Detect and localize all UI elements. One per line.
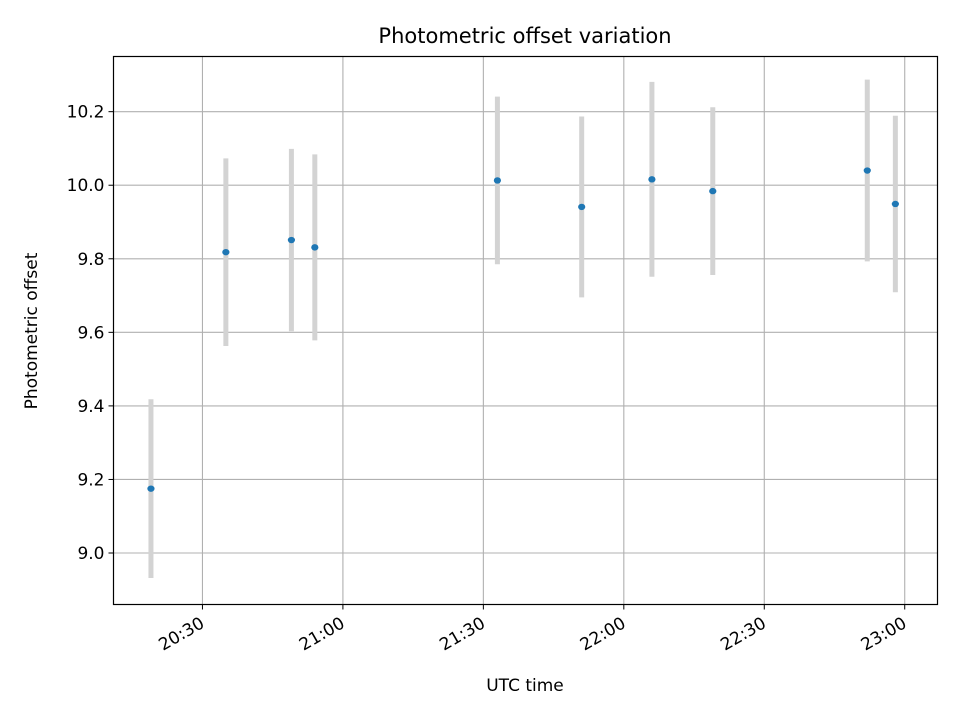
data-point xyxy=(891,200,899,208)
data-point xyxy=(648,176,656,183)
data-points xyxy=(147,167,899,492)
data-point xyxy=(147,485,155,492)
data-point xyxy=(222,248,230,256)
data-point xyxy=(311,244,319,251)
data-point xyxy=(493,177,502,184)
y-tick-label: 9.2 xyxy=(77,470,104,490)
y-tick-label: 9.6 xyxy=(77,323,104,343)
y-tick-label: 9.8 xyxy=(77,250,104,270)
y-tick-label: 9.4 xyxy=(77,397,104,417)
y-axis-ticks: 9.0 9.2 9.4 9.6 9.8 10.0 10.2 xyxy=(67,103,114,564)
grid xyxy=(113,56,938,605)
y-tick-label: 10.0 xyxy=(67,176,105,196)
y-tick-label: 10.2 xyxy=(67,103,105,123)
x-axis-label: UTC time xyxy=(486,676,564,696)
y-tick-label: 9.0 xyxy=(77,544,104,564)
y-axis-label: Photometric offset xyxy=(22,252,42,409)
chart-title: Photometric offset variation xyxy=(378,24,671,48)
data-point xyxy=(287,236,296,244)
data-point xyxy=(578,203,586,211)
data-point xyxy=(709,187,717,195)
data-point xyxy=(863,167,871,174)
plot-frame xyxy=(112,55,939,606)
